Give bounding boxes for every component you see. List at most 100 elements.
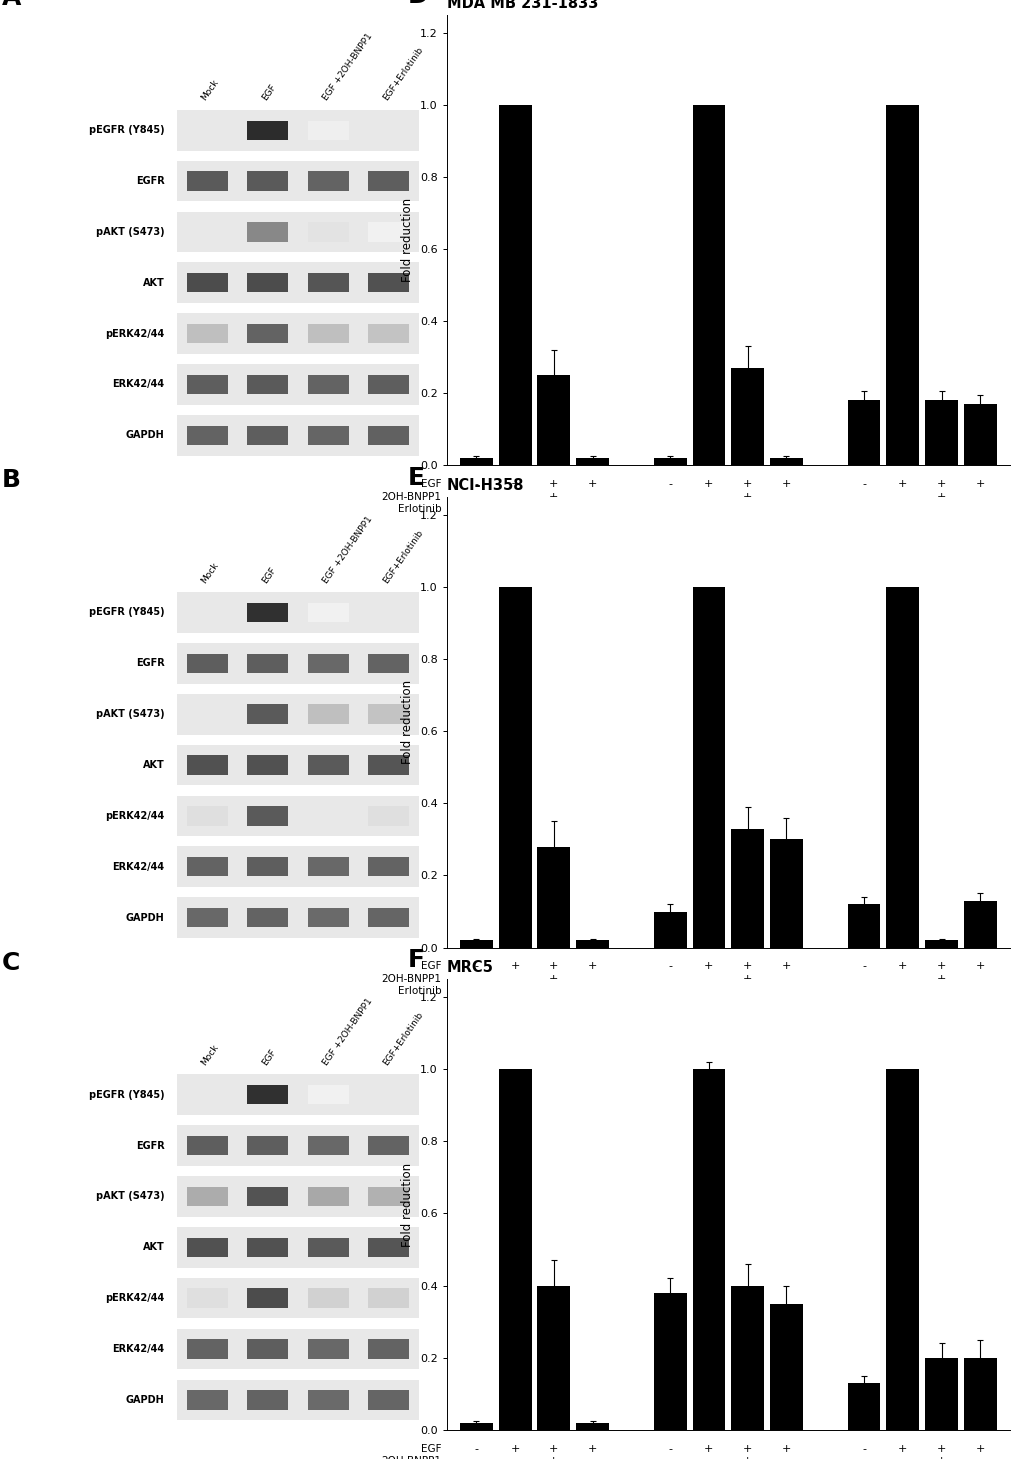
Text: +: + [742, 975, 752, 983]
Bar [460, 458, 492, 465]
Bar [247, 603, 288, 622]
Text: -: - [784, 1456, 788, 1459]
Text: Mock: Mock [200, 1043, 220, 1067]
Bar [247, 222, 288, 242]
Text: -: - [513, 505, 517, 514]
Text: GAPDH: GAPDH [125, 430, 164, 441]
Text: GAPDH: GAPDH [125, 913, 164, 922]
Text: EGF+Erlotinib: EGF+Erlotinib [381, 528, 425, 585]
Text: -: - [861, 975, 865, 983]
Bar [247, 756, 288, 775]
Text: -: - [474, 479, 478, 489]
Bar [308, 705, 348, 724]
Bar [368, 1288, 409, 1307]
Text: +: + [935, 961, 946, 972]
Text: -: - [861, 986, 865, 996]
Text: EGF+Erlotinib: EGF+Erlotinib [381, 1010, 425, 1067]
Text: -: - [474, 1456, 478, 1459]
Text: +: + [548, 492, 558, 502]
Text: +: + [974, 961, 984, 972]
Text: ERK42/44: ERK42/44 [112, 862, 164, 872]
Text: +: + [703, 961, 713, 972]
Bar [368, 1390, 409, 1409]
Text: -: - [706, 492, 710, 502]
Text: -: - [590, 1456, 594, 1459]
Bar [177, 1176, 419, 1217]
Bar [247, 1237, 288, 1258]
Text: -: - [938, 505, 943, 514]
Bar [186, 1390, 227, 1409]
Text: -: - [784, 975, 788, 983]
Bar [924, 400, 957, 465]
Text: -: - [861, 492, 865, 502]
Y-axis label: Fold reduction: Fold reduction [401, 1163, 414, 1246]
Bar [186, 426, 227, 445]
Bar [498, 1069, 531, 1430]
Text: Mock: Mock [200, 79, 220, 102]
Bar [368, 1237, 409, 1258]
Text: pAKT (S473): pAKT (S473) [96, 228, 164, 236]
Text: +: + [781, 1444, 791, 1453]
Text: E: E [408, 465, 425, 490]
Bar [177, 1278, 419, 1319]
Text: -: - [667, 505, 672, 514]
Text: Erlotinib: Erlotinib [397, 986, 441, 996]
Bar [460, 941, 492, 947]
Bar [308, 907, 348, 928]
Bar [769, 1304, 802, 1430]
Bar [247, 324, 288, 343]
Text: -: - [590, 975, 594, 983]
Text: EGF: EGF [260, 83, 277, 102]
Bar [247, 375, 288, 394]
Bar [186, 1137, 227, 1156]
Bar [498, 587, 531, 947]
Bar [177, 1380, 419, 1420]
Bar [368, 705, 409, 724]
Text: +: + [935, 479, 946, 489]
Text: EGF +2OH-BNPP1: EGF +2OH-BNPP1 [321, 32, 374, 102]
Text: MDA MB 231-1833: MDA MB 231-1833 [446, 0, 597, 10]
Text: -: - [667, 986, 672, 996]
Text: -: - [861, 1456, 865, 1459]
Text: -: - [900, 975, 904, 983]
Bar [368, 171, 409, 191]
Bar [186, 907, 227, 928]
Bar [247, 1390, 288, 1409]
Text: +: + [974, 479, 984, 489]
Text: pERK42/44: pERK42/44 [889, 1013, 954, 1026]
Bar [177, 1125, 419, 1166]
Bar [368, 375, 409, 394]
Text: -: - [977, 492, 981, 502]
Text: +: + [935, 1456, 946, 1459]
Bar [924, 1358, 957, 1430]
Text: -: - [667, 492, 672, 502]
Bar [177, 414, 419, 455]
Bar [247, 1085, 288, 1104]
Text: pERK42/44: pERK42/44 [889, 531, 954, 544]
Bar [186, 375, 227, 394]
Text: +: + [510, 1444, 520, 1453]
Text: -: - [745, 986, 749, 996]
Text: EGF: EGF [260, 565, 277, 585]
Text: +: + [703, 1444, 713, 1453]
Bar [460, 1423, 492, 1430]
Text: EGF: EGF [260, 1048, 277, 1067]
Text: EGFR: EGFR [136, 177, 164, 187]
Bar [963, 900, 996, 947]
Text: -: - [474, 492, 478, 502]
Bar [847, 400, 879, 465]
Bar [186, 324, 227, 343]
Text: +: + [548, 1456, 558, 1459]
Bar [537, 1285, 570, 1430]
Bar [576, 941, 608, 947]
Bar [731, 368, 763, 465]
Text: -: - [900, 1456, 904, 1459]
Bar [963, 1358, 996, 1430]
Bar [247, 1339, 288, 1358]
Text: B: B [2, 468, 20, 492]
Bar [247, 1186, 288, 1207]
Bar [177, 1074, 419, 1115]
Bar [177, 744, 419, 785]
Text: -: - [474, 505, 478, 514]
Text: -: - [706, 975, 710, 983]
